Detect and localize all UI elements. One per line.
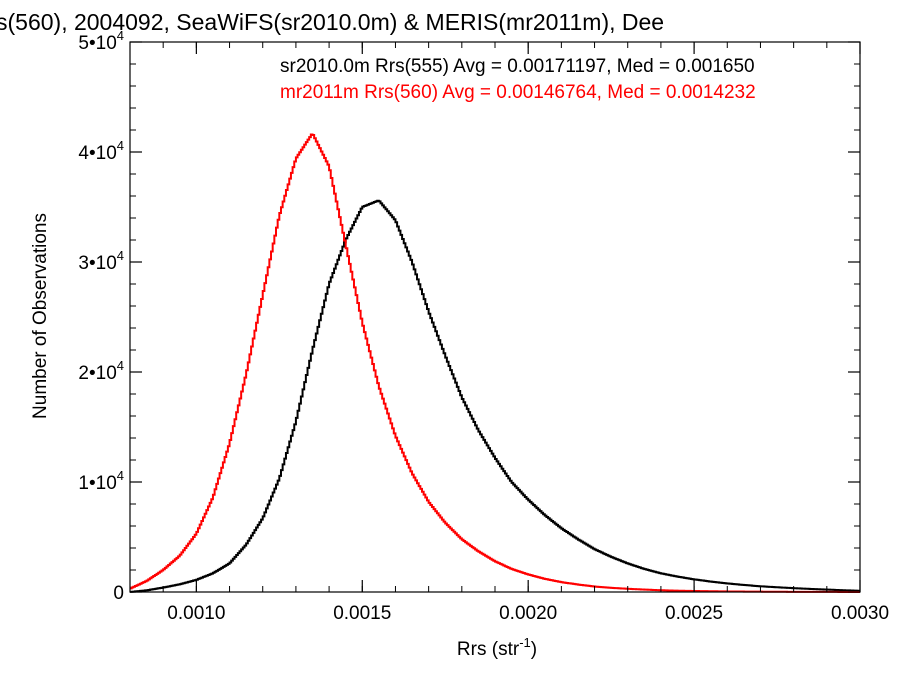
x-tick-label: 0.0015: [333, 603, 391, 624]
y-tick-label: 2•104: [78, 358, 124, 384]
y-tick-label: 5•104: [78, 28, 124, 54]
y-axis-label: Number of Observations: [30, 213, 51, 419]
y-tick-label: 3•104: [78, 248, 124, 274]
series-line-2: [130, 133, 860, 593]
y-tick-label: 0: [113, 583, 124, 604]
x-tick-label: 0.0025: [665, 603, 723, 624]
axis-ticks: 0.0010 0.0015 0.0020 0.0025 0.0030 0 1•104 2•10…: [78, 28, 889, 624]
x-tick-label: 0.0020: [499, 603, 557, 624]
x-axis-label-superscript: -1: [519, 635, 531, 650]
y-tick-label: 4•104: [78, 138, 124, 164]
series-line-1: [130, 199, 860, 593]
legend-entry-series-2: mr2011m Rrs(560) Avg = 0.00146764, Med =…: [280, 82, 756, 103]
x-tick-label: 0.0010: [167, 603, 225, 624]
chart-title: s(560), 2004092, SeaWiFS(sr2010.0m) & ME…: [0, 9, 664, 35]
x-tick-label: 0.0030: [831, 603, 889, 624]
series-layer: [130, 133, 860, 593]
x-axis-label: Rrs (str-1): [457, 635, 537, 660]
legend-entry-series-1: sr2010.0m Rrs(555) Avg = 0.00171197, Med…: [280, 56, 755, 77]
y-tick-label: 1•104: [78, 468, 124, 494]
plot-frame: [129, 41, 861, 593]
